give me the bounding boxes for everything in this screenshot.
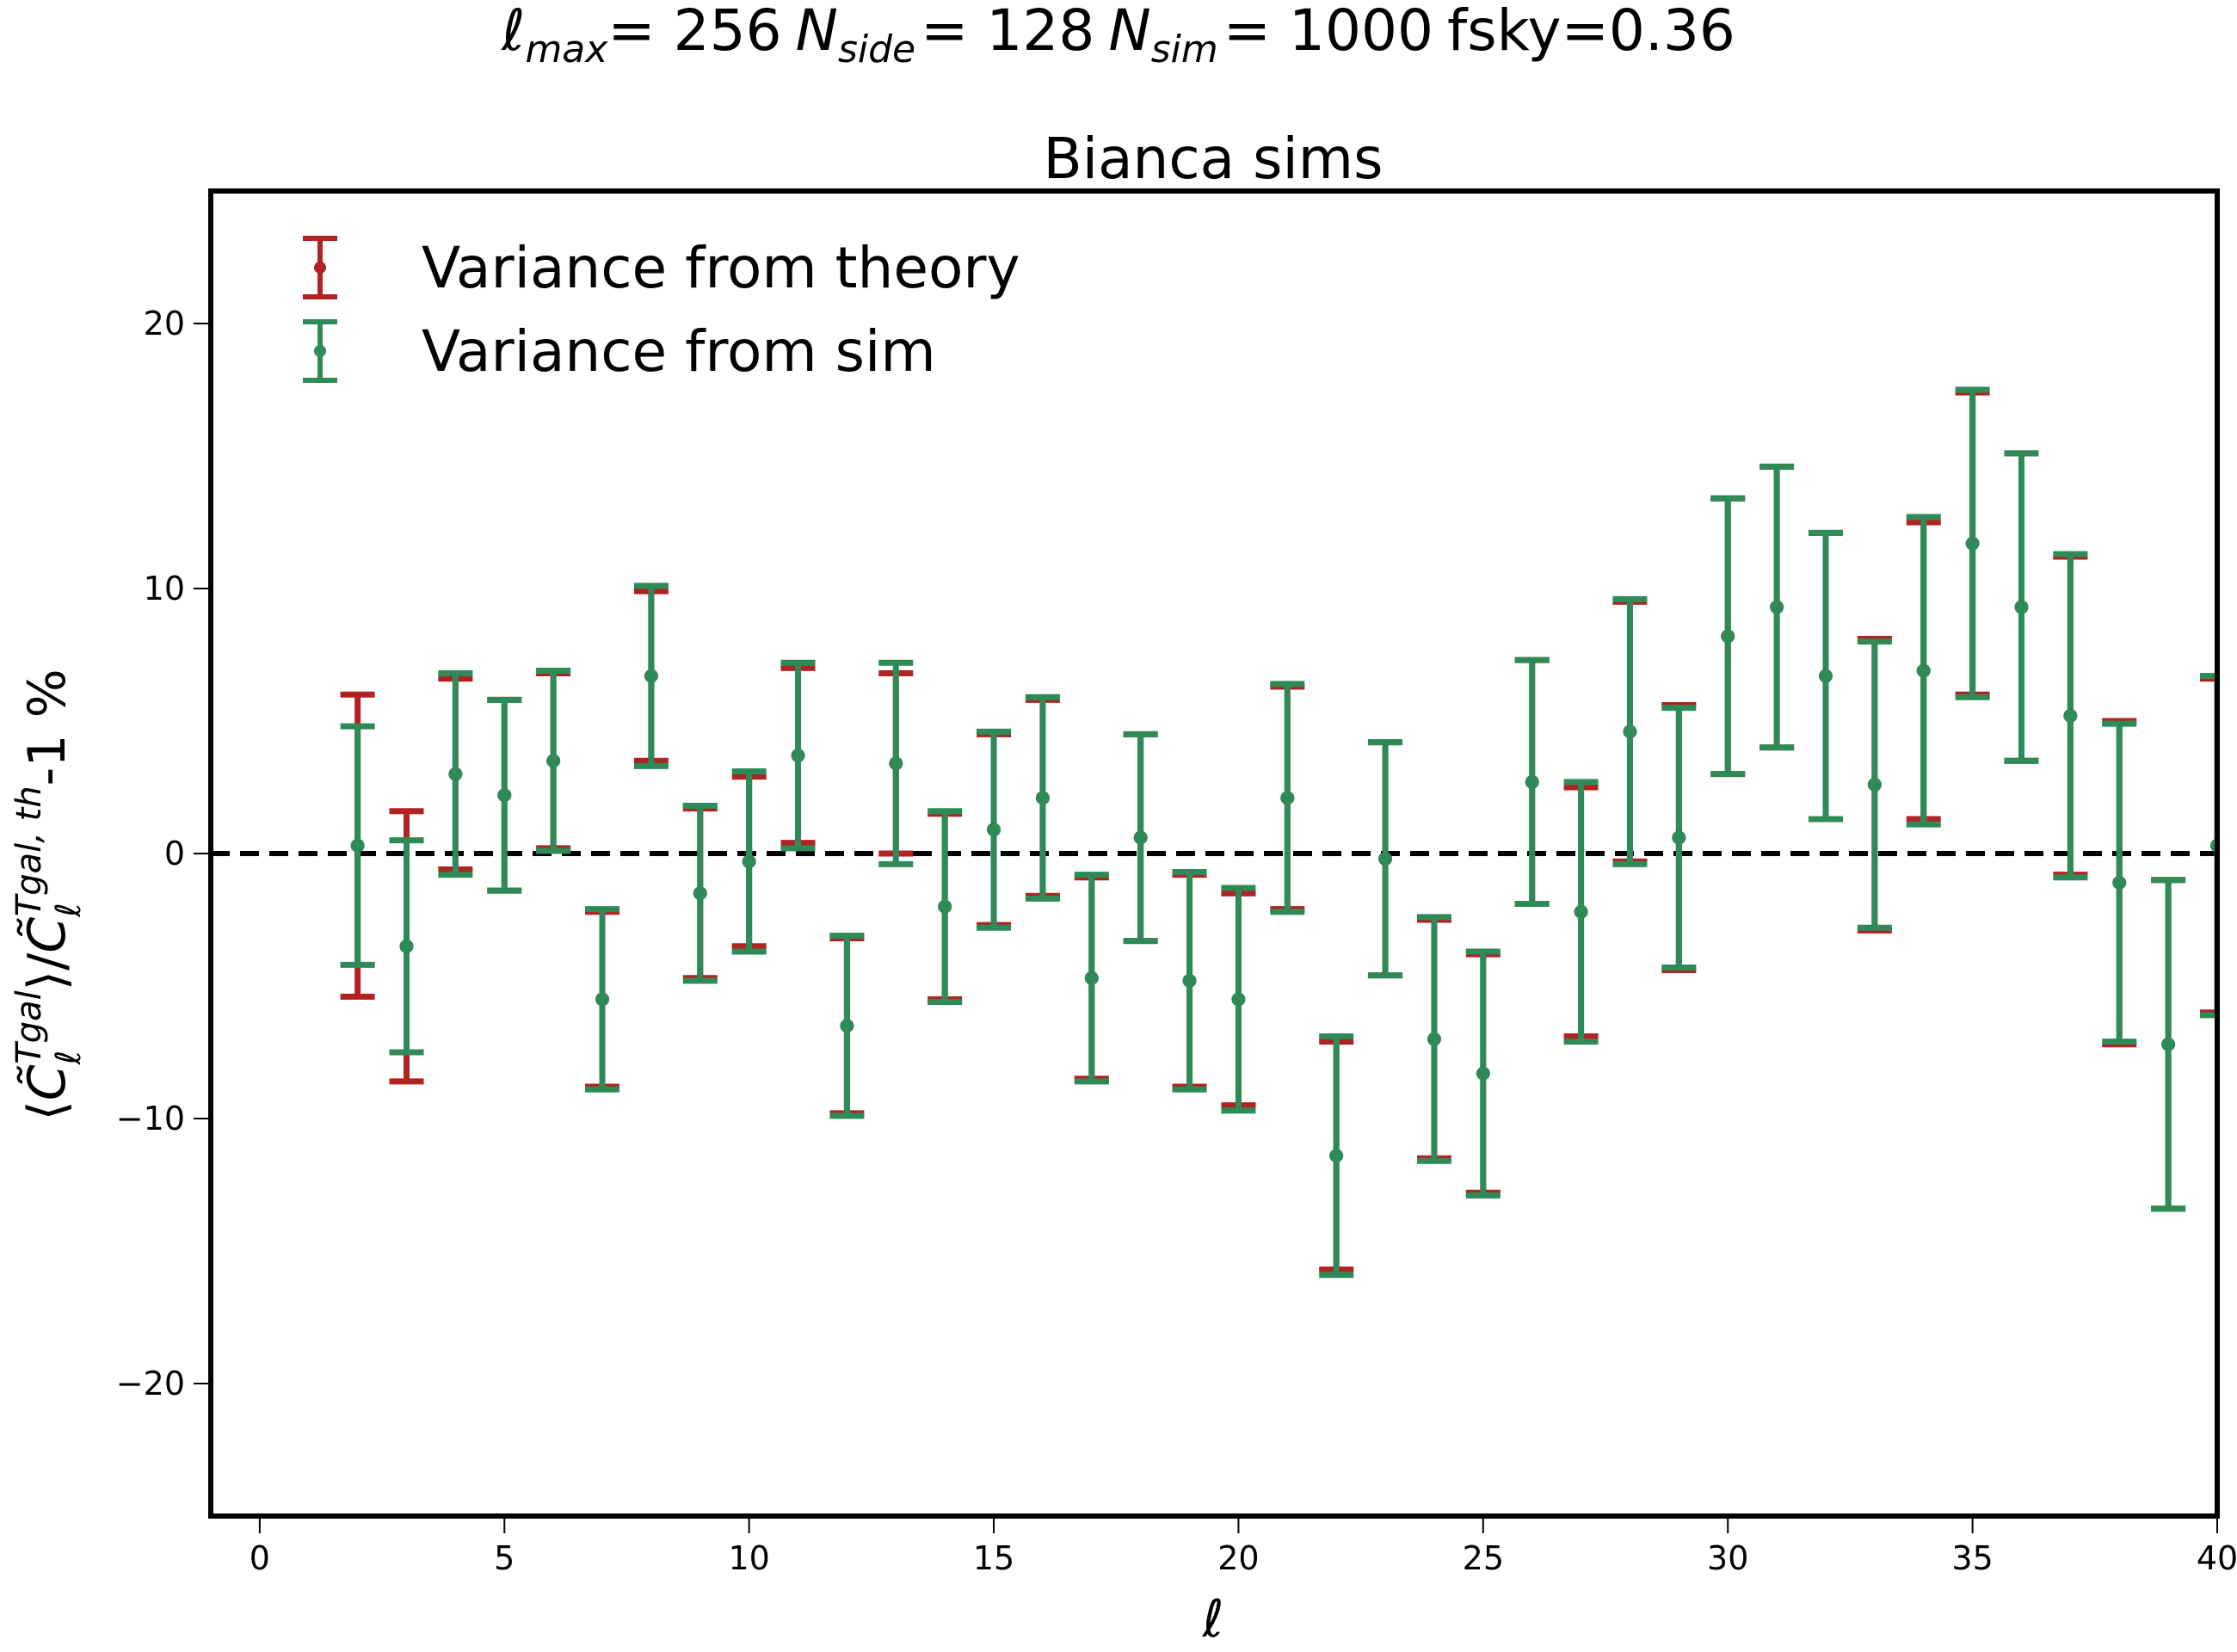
data-point-sim-7	[595, 992, 610, 1007]
data-point-sim-19	[1182, 973, 1197, 988]
x-tick-label: 5	[494, 1539, 515, 1577]
data-point-sim-39	[2161, 1037, 2176, 1051]
data-point-sim-37	[2063, 708, 2078, 723]
errorbar-sim-40	[2200, 673, 2217, 1019]
suptitle: ℓmax= 256 Nside= 128 Nsim= 1000 fsky=0.36	[501, 0, 1735, 71]
x-tick-label: 25	[1463, 1539, 1504, 1577]
data-point-sim-8	[644, 669, 658, 683]
data-point-sim-10	[742, 854, 756, 869]
x-tick-label: 20	[1217, 1539, 1259, 1577]
data-point-sim-32	[1818, 669, 1833, 683]
legend-label-theory: Variance from theory	[422, 235, 1020, 301]
legend: Variance from theory Variance from sim	[303, 235, 1020, 385]
data-point-sim-35	[1965, 536, 1980, 551]
data-point-sim-24	[1427, 1032, 1441, 1046]
data-point-sim-25	[1476, 1066, 1490, 1081]
data-point-sim-29	[1672, 830, 1686, 845]
plot-area	[211, 386, 2217, 1279]
data-point-sim-30	[1721, 629, 1735, 644]
data-point-sim-11	[791, 749, 805, 763]
data-point-sim-21	[1280, 791, 1295, 805]
legend-marker-theory	[303, 236, 337, 299]
data-point-sim-2	[350, 838, 365, 853]
data-point-sim-36	[2014, 600, 2029, 614]
data-point-sim-31	[1770, 600, 1784, 614]
data-point-sim-34	[1916, 663, 1931, 678]
data-point-sim-28	[1623, 724, 1637, 739]
data-point-sim-27	[1574, 904, 1588, 919]
y-axis-label: ⟨C̃ℓTgal⟩/C̃ℓTgal, th-1 %	[9, 669, 89, 1120]
y-tick-label: −10	[116, 1100, 185, 1137]
data-point-sim-17	[1084, 971, 1099, 985]
x-axis-label: ℓ	[1202, 1589, 1224, 1649]
y-tick-label: 20	[144, 305, 185, 342]
x-tick-label: 35	[1951, 1539, 1993, 1577]
data-point-sim-23	[1378, 852, 1393, 866]
data-point-sim-18	[1133, 830, 1148, 845]
legend-label-sim: Variance from sim	[422, 318, 936, 385]
x-tick-label: 40	[2197, 1539, 2237, 1577]
data-point-sim-26	[1525, 774, 1539, 789]
legend-marker-sim	[303, 319, 337, 383]
data-point-sim-20	[1231, 992, 1246, 1007]
data-point-sim-13	[889, 756, 903, 771]
x-tick-label: 10	[728, 1539, 769, 1577]
data-point-sim-9	[693, 886, 707, 901]
data-point-sim-38	[2112, 875, 2127, 890]
data-point-sim-33	[1867, 777, 1882, 792]
data-point-sim-12	[840, 1019, 854, 1033]
data-point-sim-16	[1035, 791, 1050, 805]
data-point-sim-22	[1329, 1149, 1344, 1163]
data-point-sim-4	[448, 767, 463, 781]
x-tick-label: 30	[1707, 1539, 1748, 1577]
data-point-sim-3	[399, 939, 414, 953]
x-tick-label: 15	[973, 1539, 1014, 1577]
y-tick-label: 10	[144, 570, 185, 607]
data-point-sim-14	[938, 899, 952, 914]
chart-title: Bianca sims	[1043, 126, 1383, 192]
data-point-sim-5	[497, 788, 512, 803]
y-tick-label: −20	[116, 1365, 185, 1402]
x-tick-label: 0	[250, 1539, 270, 1577]
data-point-sim-15	[987, 823, 1001, 837]
data-point-sim-6	[546, 754, 561, 768]
y-tick-label: 0	[164, 835, 185, 872]
